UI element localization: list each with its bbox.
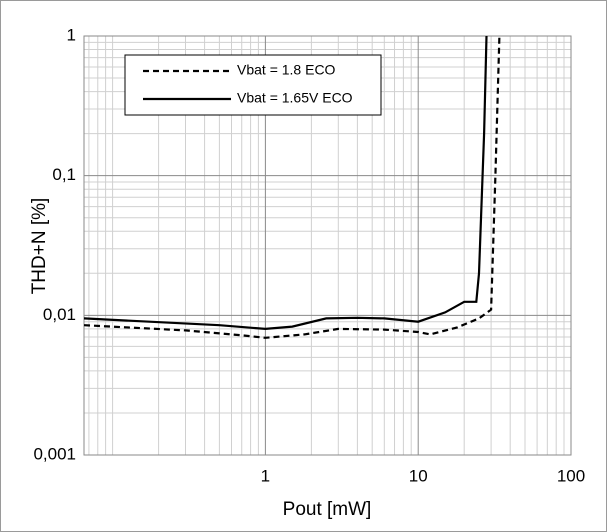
legend-box bbox=[124, 54, 382, 116]
series-line bbox=[83, 35, 501, 339]
plot-border bbox=[83, 35, 572, 456]
y-tick-label: 0,001 bbox=[33, 444, 76, 463]
x-tick-label: 1 bbox=[261, 466, 270, 485]
legend-label: Vbat = 1.65V ECO bbox=[237, 90, 353, 106]
x-tick-label: 10 bbox=[409, 466, 428, 485]
y-tick-label: 0,01 bbox=[43, 305, 76, 324]
y-axis-label: THD+N [%] bbox=[29, 198, 50, 295]
y-tick-label: 0,1 bbox=[52, 165, 76, 184]
y-tick-label: 1 bbox=[67, 25, 76, 44]
x-tick-label: 100 bbox=[557, 466, 585, 485]
x-axis-label: Pout [mW] bbox=[283, 499, 372, 520]
series-line bbox=[83, 35, 488, 331]
legend-label: Vbat = 1.8 ECO bbox=[237, 62, 336, 78]
